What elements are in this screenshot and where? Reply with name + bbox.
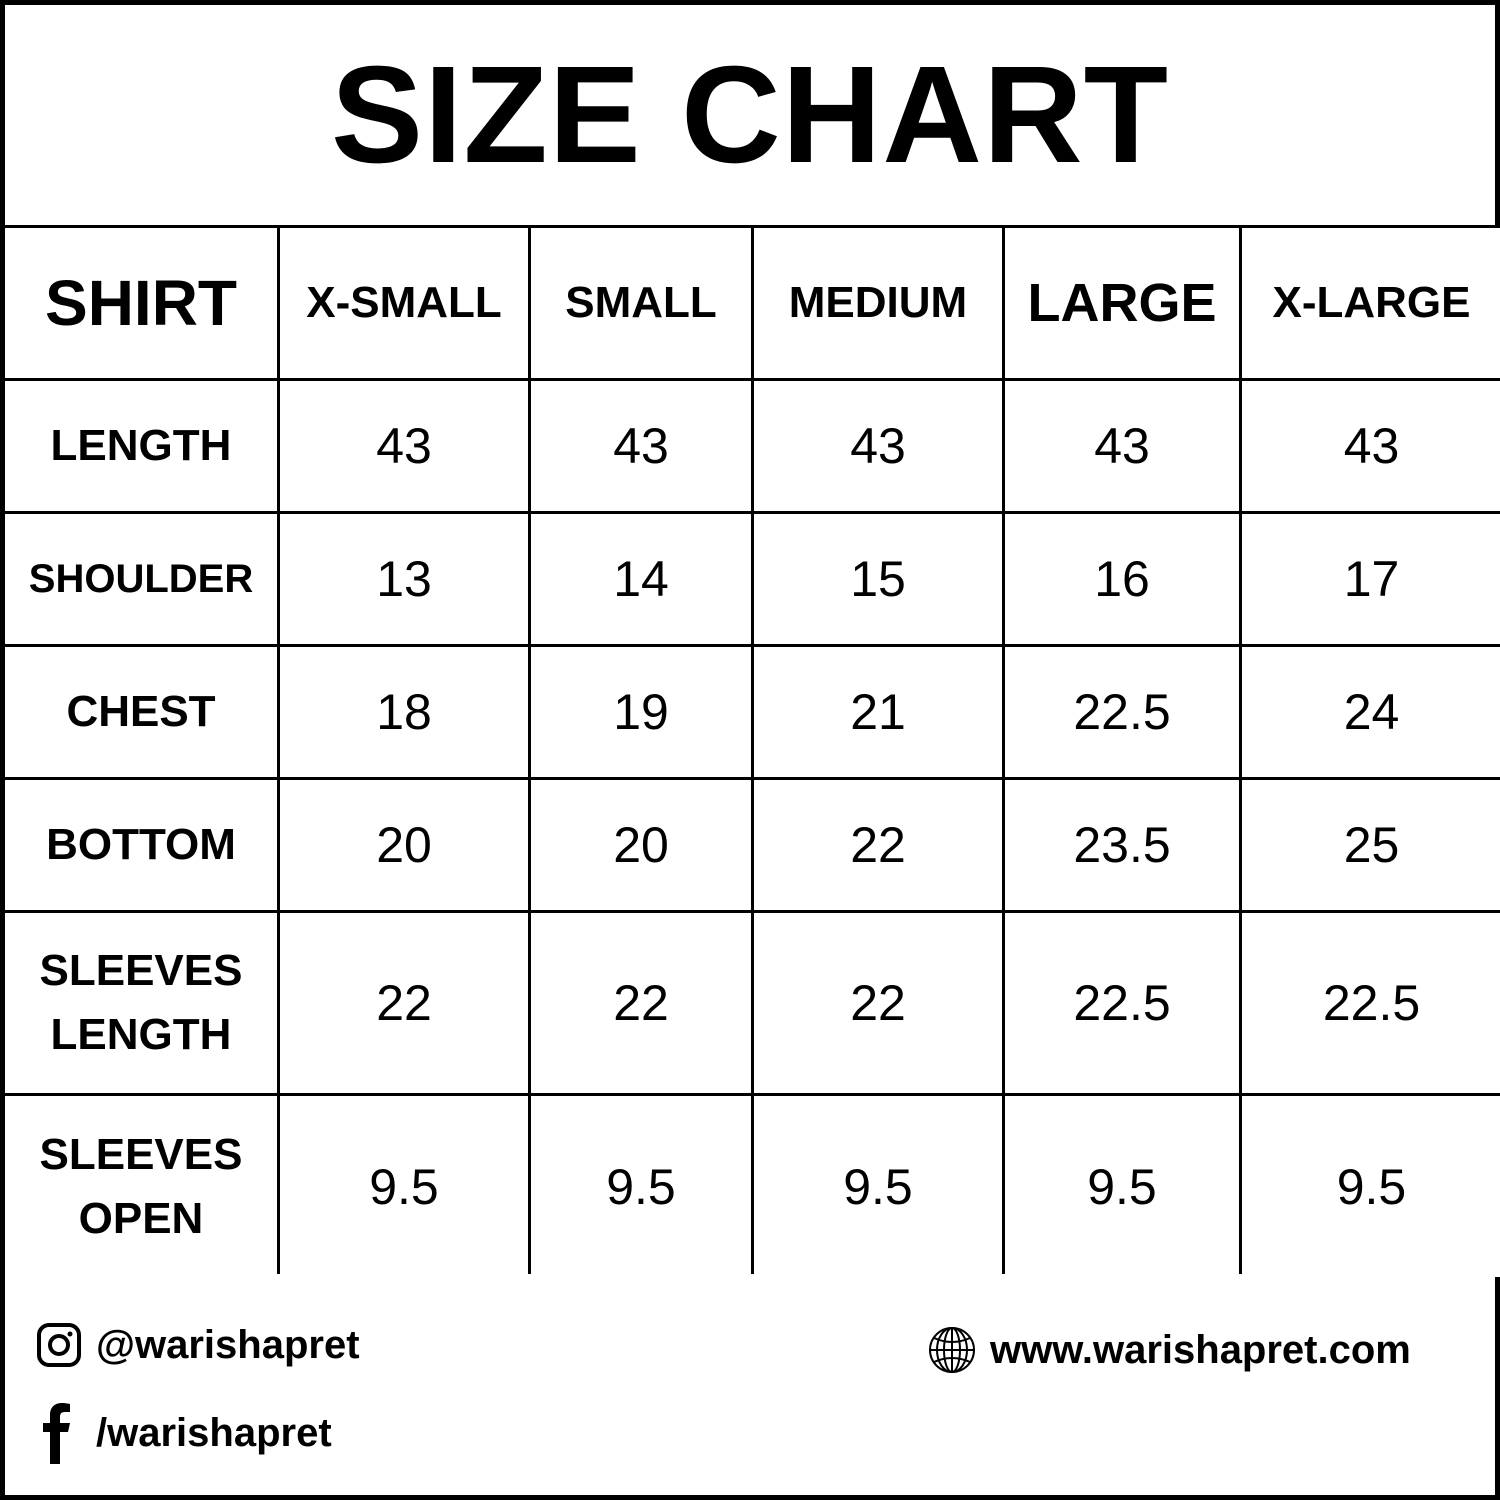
row-label: LENGTH xyxy=(5,381,277,511)
table-cell: 20 xyxy=(280,780,528,910)
table-cell: 9.5 xyxy=(531,1096,751,1277)
table-cell: 20 xyxy=(531,780,751,910)
table-cell: 22 xyxy=(754,780,1002,910)
table-cell: 22 xyxy=(754,913,1002,1093)
website-url: www.warishapret.com xyxy=(990,1327,1411,1372)
page-title: SIZE CHART xyxy=(331,38,1169,192)
facebook-icon xyxy=(43,1403,70,1464)
table-cell: 43 xyxy=(1005,381,1239,511)
size-table: SHIRT X-SMALL SMALL MEDIUM LARGE X-LARGE LENGT… xyxy=(5,225,1500,1277)
table-cell: 23.5 xyxy=(1005,780,1239,910)
facebook-link[interactable]: /warishapret xyxy=(40,1402,332,1464)
table-cell: 22.5 xyxy=(1005,913,1239,1093)
table-cell: 21 xyxy=(754,647,1002,777)
instagram-icon xyxy=(37,1323,81,1367)
table-cell: 43 xyxy=(280,381,528,511)
size-header: X-SMALL xyxy=(280,228,528,378)
table-cell: 22 xyxy=(531,913,751,1093)
instagram-handle: @warishapret xyxy=(96,1322,360,1367)
table-cell: 43 xyxy=(531,381,751,511)
row-label: CHEST xyxy=(5,647,277,777)
table-cell: 24 xyxy=(1242,647,1500,777)
size-header: MEDIUM xyxy=(754,228,1002,378)
table-cell: 22.5 xyxy=(1005,647,1239,777)
row-label: SLEEVES OPEN xyxy=(5,1096,277,1277)
table-corner-header: SHIRT xyxy=(5,228,277,378)
size-header: LARGE xyxy=(1005,228,1239,378)
row-label: SLEEVES LENGTH xyxy=(5,913,277,1093)
table-cell: 14 xyxy=(531,514,751,644)
table-cell: 17 xyxy=(1242,514,1500,644)
table-cell: 18 xyxy=(280,647,528,777)
table-cell: 9.5 xyxy=(1005,1096,1239,1277)
instagram-link[interactable]: @warishapret xyxy=(36,1322,360,1368)
table-cell: 13 xyxy=(280,514,528,644)
facebook-handle: /warishapret xyxy=(96,1410,332,1455)
size-header: SMALL xyxy=(531,228,751,378)
table-cell: 22 xyxy=(280,913,528,1093)
table-cell: 19 xyxy=(531,647,751,777)
table-cell: 16 xyxy=(1005,514,1239,644)
website-link[interactable]: www.warishapret.com xyxy=(928,1326,1411,1374)
table-cell: 9.5 xyxy=(280,1096,528,1277)
table-cell: 43 xyxy=(1242,381,1500,511)
size-header: X-LARGE xyxy=(1242,228,1500,378)
table-cell: 15 xyxy=(754,514,1002,644)
table-cell: 9.5 xyxy=(1242,1096,1500,1277)
globe-icon xyxy=(929,1327,975,1373)
table-cell: 25 xyxy=(1242,780,1500,910)
table-cell: 43 xyxy=(754,381,1002,511)
table-cell: 9.5 xyxy=(754,1096,1002,1277)
table-cell: 22.5 xyxy=(1242,913,1500,1093)
row-label: SHOULDER xyxy=(5,514,277,644)
row-label: BOTTOM xyxy=(5,780,277,910)
